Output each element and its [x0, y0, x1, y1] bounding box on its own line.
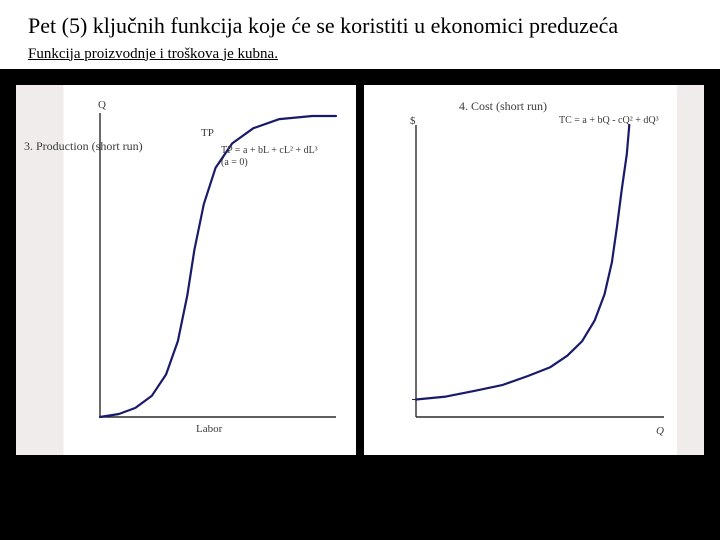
production-equation-2: (a = 0) — [221, 157, 248, 168]
cost-chart-panel: 4. Cost (short run) $ TC = a + bQ - cQ² … — [364, 85, 704, 455]
page-subtitle: Funkcija proizvodnje i troškova je kubna… — [28, 46, 692, 63]
production-x-label: Labor — [196, 423, 222, 435]
charts-row: 3. Production (short run) Q TP TP = a + … — [0, 69, 720, 455]
cost-x-label: Q — [656, 425, 664, 437]
cost-heading: 4. Cost (short run) — [459, 99, 547, 114]
production-equation-1: TP = a + bL + cL² + dL³ — [221, 145, 318, 156]
production-y-label: Q — [98, 99, 106, 111]
production-heading: 3. Production (short run) — [24, 139, 143, 154]
production-chart-panel: 3. Production (short run) Q TP TP = a + … — [16, 85, 356, 455]
cost-y-label: $ — [410, 115, 416, 127]
cost-equation: TC = a + bQ - cQ² + dQ³ — [559, 115, 659, 126]
page-title: Pet (5) ključnih funkcija koje će se kor… — [28, 12, 692, 40]
cost-chart-svg — [364, 85, 704, 455]
production-curve-label: TP — [201, 127, 214, 139]
header: Pet (5) ključnih funkcija koje će se kor… — [0, 0, 720, 69]
